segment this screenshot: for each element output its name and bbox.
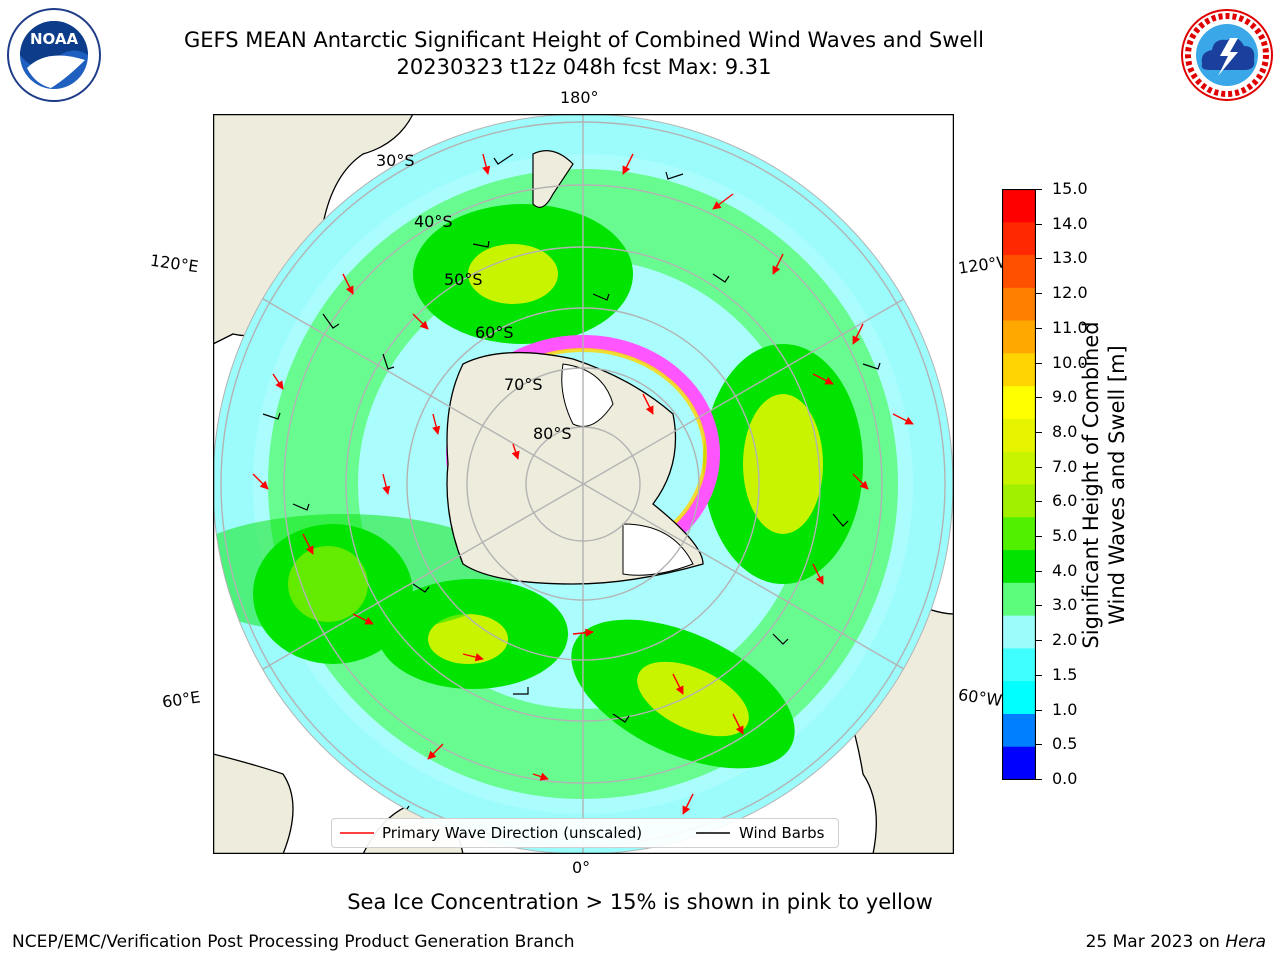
colorbar-tick-mark bbox=[1036, 640, 1042, 642]
colorbar-tick-mark bbox=[1036, 258, 1042, 260]
footer-date-text: 25 Mar 2023 on bbox=[1085, 932, 1226, 952]
colorbar-tick-mark bbox=[1036, 605, 1042, 607]
colorbar-tick-label: 9.0 bbox=[1052, 387, 1078, 407]
colorbar-tick-label: 0.0 bbox=[1052, 769, 1078, 788]
colorbar-tick-label: 12.0 bbox=[1052, 283, 1088, 303]
colorbar-tick-mark bbox=[1036, 223, 1042, 225]
colorbar-segment bbox=[1002, 254, 1036, 288]
colorbar-segment bbox=[1002, 451, 1036, 485]
colorbar-segment bbox=[1002, 385, 1036, 419]
legend-primary-wave: Primary Wave Direction (unscaled) bbox=[382, 824, 643, 842]
colorbar-segment bbox=[1002, 352, 1036, 387]
primary-wave-swatch bbox=[340, 832, 374, 834]
colorbar-tick-label: 10.0 bbox=[1052, 352, 1088, 372]
lat-label-70s: 70°S bbox=[504, 375, 543, 394]
colorbar-tick-label: 5.0 bbox=[1052, 526, 1078, 546]
wind-barb-swatch bbox=[696, 832, 730, 834]
colorbar-tick-mark bbox=[1036, 327, 1042, 329]
colorbar-tick-label: 13.0 bbox=[1052, 248, 1088, 268]
colorbar-segment bbox=[1002, 418, 1036, 452]
colorbar-tick-mark bbox=[1036, 293, 1042, 295]
footer-host: Hera bbox=[1225, 932, 1266, 952]
new-zealand-land bbox=[532, 150, 574, 208]
colorbar-label-line2: Wind Waves and Swell [m] bbox=[1105, 345, 1129, 625]
ice-shelf-weddell bbox=[622, 523, 694, 576]
lon-label-0: 0° bbox=[572, 858, 591, 877]
colorbar-segment bbox=[1002, 582, 1036, 616]
colorbar-segment bbox=[1002, 680, 1036, 714]
colorbar-tick-label: 4.0 bbox=[1052, 560, 1078, 580]
colorbar-tick-mark bbox=[1036, 466, 1042, 468]
colorbar-tick-label: 6.0 bbox=[1052, 491, 1078, 511]
footer-credit: NCEP/EMC/Verification Post Processing Pr… bbox=[12, 932, 575, 952]
colorbar-label-line1: Significant Height of Combined bbox=[1079, 321, 1103, 649]
colorbar-segment bbox=[1002, 647, 1036, 682]
colorbar-tick-label: 0.5 bbox=[1052, 734, 1078, 754]
colorbar-tick-mark bbox=[1036, 674, 1042, 676]
colorbar-segment bbox=[1002, 320, 1036, 354]
colorbar bbox=[1002, 189, 1036, 780]
colorbar-tick-mark bbox=[1036, 779, 1042, 780]
polar-wave-map bbox=[213, 114, 954, 854]
colorbar-tick-label: 2.0 bbox=[1052, 630, 1078, 650]
lon-label-60w: 60°W bbox=[956, 685, 1004, 710]
nws-logo bbox=[1181, 9, 1273, 101]
sea-ice-caption: Sea Ice Concentration > 15% is shown in … bbox=[347, 890, 933, 914]
colorbar-tick-label: 11.0 bbox=[1052, 317, 1088, 337]
lon-label-120e: 120°E bbox=[148, 250, 200, 277]
colorbar-tick-mark bbox=[1036, 744, 1042, 746]
colorbar-tick-mark bbox=[1036, 189, 1042, 190]
lat-label-30s: 30°S bbox=[376, 151, 415, 170]
ice-shelf-ross bbox=[561, 363, 614, 427]
colorbar-segment bbox=[1002, 189, 1036, 223]
colorbar-segment bbox=[1002, 615, 1036, 649]
colorbar-tick-label: 15.0 bbox=[1052, 179, 1088, 198]
lon-label-60e: 60°E bbox=[160, 687, 202, 712]
colorbar-segment bbox=[1002, 746, 1036, 780]
footer-date: 25 Mar 2023 on Hera bbox=[1086, 932, 1266, 952]
colorbar-tick-label: 14.0 bbox=[1052, 213, 1088, 233]
map-legend: Primary Wave Direction (unscaled) Wind B… bbox=[331, 818, 839, 848]
noaa-logo: NOAA bbox=[7, 8, 101, 102]
colorbar-segment bbox=[1002, 484, 1036, 518]
colorbar-segment bbox=[1002, 516, 1036, 551]
colorbar-tick-mark bbox=[1036, 501, 1042, 503]
map-title: GEFS MEAN Antarctic Significant Height o… bbox=[183, 28, 985, 52]
colorbar-tick-mark bbox=[1036, 362, 1042, 364]
lon-label-180: 180° bbox=[560, 88, 599, 107]
colorbar-tick-label: 1.0 bbox=[1052, 699, 1078, 719]
colorbar-segment bbox=[1002, 713, 1036, 747]
legend-wind-barbs: Wind Barbs bbox=[739, 824, 825, 842]
colorbar-tick-mark bbox=[1036, 709, 1042, 711]
colorbar-tick-label: 8.0 bbox=[1052, 421, 1078, 441]
colorbar-segment bbox=[1002, 221, 1036, 256]
colorbar-tick-mark bbox=[1036, 397, 1042, 399]
lat-label-50s: 50°S bbox=[444, 270, 483, 289]
lat-label-60s: 60°S bbox=[475, 323, 514, 342]
lat-label-80s: 80°S bbox=[533, 424, 572, 443]
colorbar-segment bbox=[1002, 549, 1036, 583]
colorbar-segment bbox=[1002, 287, 1036, 321]
wave-direction-arrows bbox=[252, 153, 914, 815]
lat-label-40s: 40°S bbox=[414, 212, 453, 231]
colorbar-tick-mark bbox=[1036, 536, 1042, 538]
colorbar-tick-label: 3.0 bbox=[1052, 595, 1078, 615]
colorbar-tick-mark bbox=[1036, 431, 1042, 433]
colorbar-tick-label: 1.5 bbox=[1052, 664, 1078, 684]
africa-land bbox=[213, 753, 294, 854]
colorbar-tick-label: 7.0 bbox=[1052, 456, 1078, 476]
colorbar-tick-mark bbox=[1036, 570, 1042, 572]
noaa-logo-text: NOAA bbox=[30, 30, 79, 48]
map-subtitle: 20230323 t12z 048h fcst Max: 9.31 bbox=[396, 55, 772, 79]
